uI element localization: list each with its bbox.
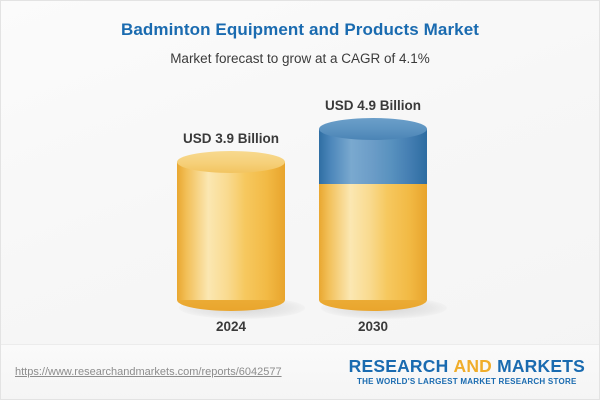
cylinder-body-2024: [177, 162, 285, 300]
bar-category-label-2024: 2024: [215, 319, 247, 334]
bar-category-label-2030: 2030: [357, 319, 389, 334]
cylinder-top-cap-2024: [177, 151, 285, 173]
bar-value-label-2030: USD 4.9 Billion: [324, 98, 422, 113]
logo-word-research: RESEARCH: [348, 356, 449, 376]
report-url-link[interactable]: https://www.researchandmarkets.com/repor…: [15, 366, 282, 378]
cylinder-2030: [319, 118, 427, 311]
cylinder-base-segment-2030: [319, 173, 427, 300]
chart-header: Badminton Equipment and Products Market …: [1, 19, 599, 69]
chart-title: Badminton Equipment and Products Market: [120, 20, 480, 39]
bar-value-label-2024: USD 3.9 Billion: [182, 131, 280, 146]
research-and-markets-logo[interactable]: RESEARCH AND MARKETS THE WORLD'S LARGEST…: [349, 357, 585, 387]
chart-plot-area: USD 3.9 Billion 2024 USD 4.9 Billion: [1, 1, 599, 346]
bar-group-2030[interactable]: USD 4.9 Billion 2030: [319, 1, 447, 346]
cylinder-top-cap-2030: [319, 118, 427, 140]
chart-subtitle: Market forecast to grow at a CAGR of 4.1…: [170, 51, 430, 66]
cylinder-2024: [177, 151, 285, 311]
logo-wordmark: RESEARCH AND MARKETS: [349, 357, 585, 376]
bar-group-2024[interactable]: USD 3.9 Billion 2024: [177, 1, 305, 346]
logo-word-markets: MARKETS: [497, 356, 585, 376]
logo-word-and: AND: [453, 356, 492, 376]
logo-tagline: THE WORLD'S LARGEST MARKET RESEARCH STOR…: [357, 377, 577, 386]
footer-bar: https://www.researchandmarkets.com/repor…: [1, 344, 599, 399]
